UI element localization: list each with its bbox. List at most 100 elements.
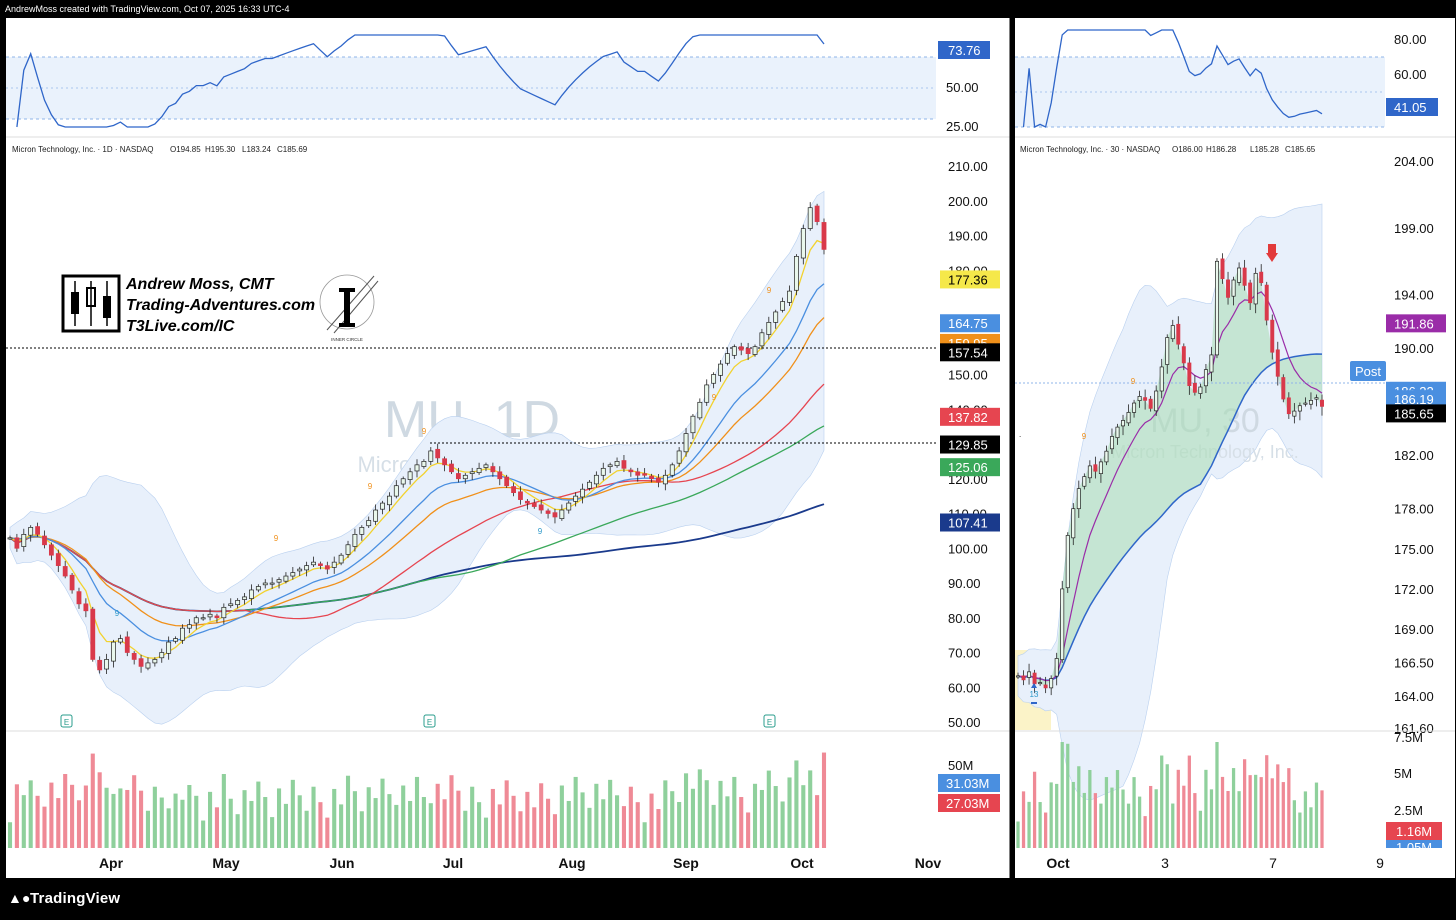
left-sequential-markers: 9 9 9 9 9 9 9 — [115, 286, 772, 618]
left-ohlc-low: L183.24 — [242, 145, 271, 154]
left-price-tag-bg-0 — [940, 270, 1000, 289]
left-candle-66 — [462, 474, 468, 480]
right-candle-43 — [1253, 272, 1258, 305]
left-vol-87 — [608, 779, 613, 848]
left-vol-25 — [180, 799, 185, 848]
left-vol-97 — [677, 801, 682, 848]
earnings-marker-jun[interactable] — [423, 714, 436, 728]
right-vol-37 — [1220, 776, 1225, 848]
left-vol-110 — [766, 770, 771, 848]
left-vol-61 — [428, 803, 433, 848]
left-candle-15 — [111, 641, 116, 662]
left-candle-63 — [442, 458, 447, 466]
left-candle-27 — [193, 617, 199, 624]
right-candle-5 — [1043, 684, 1048, 689]
left-price-tag-bg-6 — [940, 458, 1000, 477]
left-rsi-tick-25: 25.00 — [946, 119, 979, 134]
right-vol-45 — [1265, 755, 1269, 848]
left-vol-35 — [249, 800, 254, 848]
left-candle-116 — [807, 207, 813, 229]
right-price-tag-bg-3 — [1386, 404, 1446, 423]
right-vol-13 — [1088, 770, 1092, 848]
left-candle-29 — [207, 613, 213, 618]
right-candle-45 — [1264, 284, 1269, 321]
right-candle-26 — [1159, 366, 1164, 392]
left-rsi-tick-50: 50.00 — [946, 80, 979, 95]
left-candle-54 — [380, 502, 385, 510]
right-vol-40 — [1237, 791, 1241, 848]
month-aug: Aug — [558, 855, 585, 871]
earnings-marker-apr[interactable] — [60, 714, 73, 728]
right-rsi-tag — [1386, 98, 1438, 116]
tradingview-logo[interactable]: ▲●TradingView — [8, 890, 120, 907]
right-vol-34 — [1204, 769, 1208, 848]
left-vol-50 — [352, 791, 357, 848]
left-vol-117 — [815, 795, 820, 848]
left-vol-tag-down — [938, 794, 1000, 812]
left-candle-75 — [524, 500, 530, 504]
right-price-tick-3: 190.00 — [1394, 341, 1434, 356]
left-vol-34 — [242, 790, 247, 848]
seq-9-jun: 9 — [274, 534, 279, 543]
month-may: May — [212, 855, 239, 871]
left-vol-60 — [421, 797, 426, 848]
month-jul: Jul — [443, 855, 463, 871]
left-vol-103 — [718, 780, 723, 848]
seq-9-apr-buy: 9 — [115, 609, 120, 618]
left-candle-104 — [725, 353, 730, 364]
right-vol-53 — [1309, 807, 1313, 848]
left-price-tag-bg-7 — [940, 513, 1000, 532]
left-candle-117 — [814, 205, 820, 222]
post-market-badge — [1350, 361, 1386, 381]
day-9: 9 — [1376, 855, 1384, 871]
inner-circle-seal-icon — [319, 274, 375, 330]
left-vol-90 — [628, 786, 633, 848]
left-vol-86 — [601, 799, 606, 848]
left-vol-69 — [483, 817, 489, 848]
left-candle-18 — [131, 652, 137, 660]
left-vol-26 — [187, 784, 192, 848]
left-candle-90 — [628, 469, 634, 473]
left-vol-114 — [794, 760, 799, 848]
left-vol-23 — [166, 808, 171, 848]
sell-arrow-stem — [1268, 244, 1276, 253]
right-candle-51 — [1297, 405, 1302, 412]
left-candle-100 — [697, 401, 703, 419]
left-candle-41 — [290, 572, 296, 577]
right-rsi-value: 41.05 — [1394, 100, 1427, 115]
left-vol-92 — [642, 822, 647, 848]
left-candle-60 — [421, 461, 427, 467]
right-vol-7 — [1055, 783, 1059, 848]
left-vol-58 — [408, 800, 413, 848]
left-vol-49 — [345, 775, 351, 848]
left-vol-83 — [580, 792, 585, 848]
right-vol-44 — [1259, 777, 1263, 848]
chart-canvas[interactable]: 50.00 25.00 73.76 Micron Technology, Inc… — [0, 0, 1456, 880]
left-vol-104 — [725, 796, 730, 848]
left-candle-109 — [759, 332, 765, 347]
earnings-marker-sep[interactable] — [763, 714, 776, 728]
right-candle-22 — [1137, 396, 1142, 401]
right-candle-24 — [1148, 398, 1153, 409]
left-vol-tag-up — [938, 774, 1000, 792]
left-vol-98 — [683, 773, 689, 848]
left-candle-30 — [214, 615, 220, 619]
left-candle-114 — [794, 256, 799, 291]
left-vol-15 — [111, 793, 116, 848]
left-vol-59 — [414, 776, 420, 848]
right-price-tag-bg-2 — [1386, 390, 1446, 409]
left-vol-38 — [270, 817, 275, 848]
left-candle-5 — [42, 535, 47, 546]
left-candle-32 — [228, 603, 234, 607]
left-candle-98 — [683, 433, 689, 453]
left-vol-63 — [442, 799, 447, 848]
left-candle-19 — [138, 658, 144, 667]
left-vol-12 — [90, 753, 95, 848]
left-candle-73 — [511, 486, 516, 493]
right-edge-dot: . — [1019, 430, 1021, 439]
left-candle-21 — [152, 659, 158, 664]
chart-header: AndrewMoss created with TradingView.com,… — [0, 0, 1456, 18]
right-vol-6 — [1049, 782, 1053, 848]
logo-body-2 — [86, 287, 96, 307]
right-vol-41 — [1242, 759, 1247, 848]
